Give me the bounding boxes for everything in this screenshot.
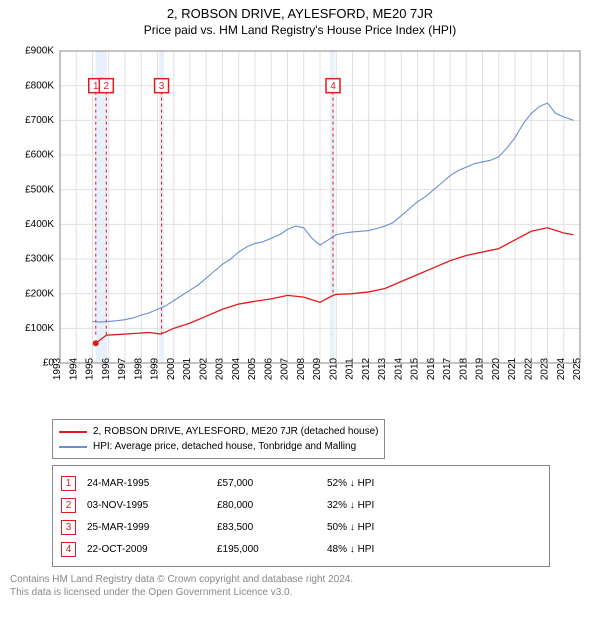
svg-text:2012: 2012 [361, 357, 372, 380]
event-delta: 52% ↓ HPI [327, 478, 437, 489]
svg-text:2014: 2014 [393, 357, 404, 380]
svg-text:2001: 2001 [182, 357, 193, 380]
legend-swatch [59, 431, 87, 433]
svg-text:£100K: £100K [25, 323, 54, 334]
svg-text:2008: 2008 [296, 357, 307, 380]
svg-text:1998: 1998 [133, 357, 144, 380]
svg-text:£400K: £400K [25, 219, 54, 230]
event-row: 2 03-NOV-1995£80,00032% ↓ HPI [61, 494, 541, 516]
svg-text:2010: 2010 [328, 357, 339, 380]
legend: 2, ROBSON DRIVE, AYLESFORD, ME20 7JR (de… [52, 419, 385, 459]
svg-text:£900K: £900K [25, 46, 54, 57]
event-price: £57,000 [217, 478, 327, 489]
svg-text:£600K: £600K [25, 150, 54, 161]
svg-text:£500K: £500K [25, 184, 54, 195]
svg-text:2025: 2025 [572, 357, 583, 380]
footer-line-1: Contains HM Land Registry data © Crown c… [10, 573, 590, 586]
chart-title: 2, ROBSON DRIVE, AYLESFORD, ME20 7JR [0, 6, 600, 21]
svg-text:2000: 2000 [166, 357, 177, 380]
svg-text:2015: 2015 [410, 357, 421, 380]
svg-text:2004: 2004 [231, 357, 242, 380]
svg-text:2005: 2005 [247, 357, 258, 380]
event-date: 22-OCT-2009 [87, 544, 217, 555]
event-marker: 3 [61, 520, 76, 535]
chart-subtitle: Price paid vs. HM Land Registry's House … [0, 23, 600, 37]
events-table: 1 24-MAR-1995£57,00052% ↓ HPI 2 03-NOV-1995… [52, 465, 550, 567]
svg-text:4: 4 [330, 81, 336, 92]
event-delta: 32% ↓ HPI [327, 500, 437, 511]
legend-label: 2, ROBSON DRIVE, AYLESFORD, ME20 7JR (de… [93, 426, 378, 437]
svg-text:2013: 2013 [377, 357, 388, 380]
chart-area: £0£100K£200K£300K£400K£500K£600K£700K£80… [10, 41, 590, 411]
event-price: £80,000 [217, 500, 327, 511]
svg-text:£300K: £300K [25, 254, 54, 265]
legend-item: HPI: Average price, detached house, Tonb… [59, 439, 378, 454]
svg-text:2016: 2016 [426, 357, 437, 380]
event-price: £195,000 [217, 544, 327, 555]
svg-text:2018: 2018 [458, 357, 469, 380]
svg-text:1: 1 [93, 81, 99, 92]
svg-text:2022: 2022 [523, 357, 534, 380]
svg-text:2017: 2017 [442, 357, 453, 380]
svg-text:2019: 2019 [475, 357, 486, 380]
event-date: 24-MAR-1995 [87, 478, 217, 489]
svg-text:2003: 2003 [215, 357, 226, 380]
legend-label: HPI: Average price, detached house, Tonb… [93, 441, 356, 452]
event-marker: 1 [61, 476, 76, 491]
legend-swatch [59, 446, 87, 448]
event-delta: 50% ↓ HPI [327, 522, 437, 533]
event-row: 4 22-OCT-2009£195,00048% ↓ HPI [61, 538, 541, 560]
event-row: 3 25-MAR-1999£83,50050% ↓ HPI [61, 516, 541, 538]
svg-text:1993: 1993 [52, 357, 63, 380]
svg-text:1997: 1997 [117, 357, 128, 380]
event-delta: 48% ↓ HPI [327, 544, 437, 555]
event-marker: 2 [61, 498, 76, 513]
svg-text:2002: 2002 [198, 357, 209, 380]
legend-item: 2, ROBSON DRIVE, AYLESFORD, ME20 7JR (de… [59, 424, 378, 439]
footer-attribution: Contains HM Land Registry data © Crown c… [10, 573, 590, 599]
event-date: 03-NOV-1995 [87, 500, 217, 511]
svg-text:2009: 2009 [312, 357, 323, 380]
svg-text:2007: 2007 [280, 357, 291, 380]
event-price: £83,500 [217, 522, 327, 533]
svg-text:3: 3 [159, 81, 165, 92]
svg-text:2024: 2024 [556, 357, 567, 380]
svg-text:2006: 2006 [263, 357, 274, 380]
footer-line-2: This data is licensed under the Open Gov… [10, 586, 590, 599]
chart-svg: £0£100K£200K£300K£400K£500K£600K£700K£80… [10, 41, 590, 411]
svg-text:1995: 1995 [85, 357, 96, 380]
svg-text:1996: 1996 [101, 357, 112, 380]
svg-text:1994: 1994 [68, 357, 79, 380]
svg-text:2: 2 [104, 81, 110, 92]
svg-text:2020: 2020 [491, 357, 502, 380]
svg-text:1999: 1999 [150, 357, 161, 380]
svg-text:£800K: £800K [25, 80, 54, 91]
event-row: 1 24-MAR-1995£57,00052% ↓ HPI [61, 472, 541, 494]
event-marker: 4 [61, 542, 76, 557]
svg-text:2021: 2021 [507, 357, 518, 380]
svg-text:£200K: £200K [25, 288, 54, 299]
event-date: 25-MAR-1999 [87, 522, 217, 533]
svg-text:2023: 2023 [540, 357, 551, 380]
svg-text:£700K: £700K [25, 115, 54, 126]
svg-text:2011: 2011 [345, 358, 356, 380]
